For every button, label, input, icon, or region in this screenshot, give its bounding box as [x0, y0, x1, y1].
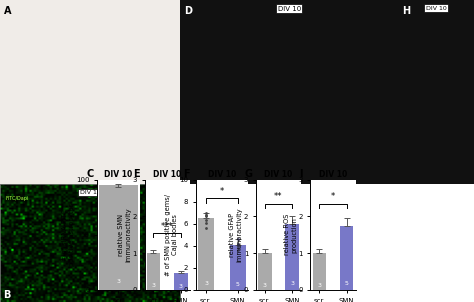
Text: DIV 10: DIV 10 [426, 5, 447, 11]
Text: G: G [245, 169, 253, 179]
Text: D: D [184, 5, 192, 15]
Text: DIV 10: DIV 10 [277, 5, 301, 11]
Point [234, 242, 241, 247]
Y-axis label: # of SMN positive gems/
Cajal bodies: # of SMN positive gems/ Cajal bodies [165, 194, 178, 276]
Text: E: E [133, 169, 140, 179]
Point [234, 237, 241, 242]
Point [234, 241, 241, 246]
Bar [174, 273, 188, 290]
Text: 3: 3 [117, 279, 120, 284]
Y-axis label: # of siRNA-FITC
positive astrocytes: # of siRNA-FITC positive astrocytes [62, 203, 74, 266]
Title: DIV 10: DIV 10 [104, 170, 133, 179]
Title: DIV 10: DIV 10 [153, 170, 181, 179]
Title: DIV 10: DIV 10 [264, 170, 292, 179]
Bar [230, 245, 246, 290]
Text: **: ** [274, 192, 283, 201]
Y-axis label: relative GFAP
immunoractivity: relative GFAP immunoractivity [229, 207, 242, 262]
Text: 3: 3 [151, 283, 155, 288]
Y-axis label: relative SMN
immunoractivity: relative SMN immunoractivity [118, 207, 131, 262]
Bar [258, 253, 272, 290]
Text: ***: *** [161, 222, 173, 231]
Bar [340, 226, 354, 290]
Point [202, 210, 210, 215]
Text: F: F [182, 169, 189, 179]
Bar [198, 218, 214, 290]
Bar [285, 224, 299, 290]
Text: H: H [402, 5, 410, 15]
Text: 3: 3 [204, 281, 208, 286]
Text: 3: 3 [179, 284, 183, 289]
Text: 3: 3 [263, 283, 267, 288]
Text: A: A [4, 5, 11, 15]
Text: 3: 3 [317, 283, 321, 288]
Text: B: B [4, 290, 11, 300]
Title: DIV 10: DIV 10 [319, 170, 347, 179]
Point [202, 213, 210, 217]
Point [202, 226, 210, 231]
Bar [312, 253, 326, 290]
Text: *: * [220, 187, 224, 196]
Text: FITC/Dapi: FITC/Dapi [5, 196, 28, 201]
Text: 5: 5 [236, 282, 239, 287]
Text: 3: 3 [290, 281, 294, 286]
Text: *: * [331, 192, 335, 201]
Bar [146, 253, 160, 290]
Text: I: I [299, 169, 303, 179]
Y-axis label: relative ROS
production: relative ROS production [284, 214, 297, 255]
Text: 5: 5 [345, 281, 348, 286]
Text: C: C [86, 169, 94, 179]
Point [234, 245, 241, 249]
Text: DIV 10: DIV 10 [80, 190, 100, 195]
Point [202, 218, 210, 223]
Point [202, 214, 210, 218]
Title: DIV 10: DIV 10 [208, 170, 236, 179]
Point [234, 248, 241, 253]
Point [202, 220, 210, 225]
